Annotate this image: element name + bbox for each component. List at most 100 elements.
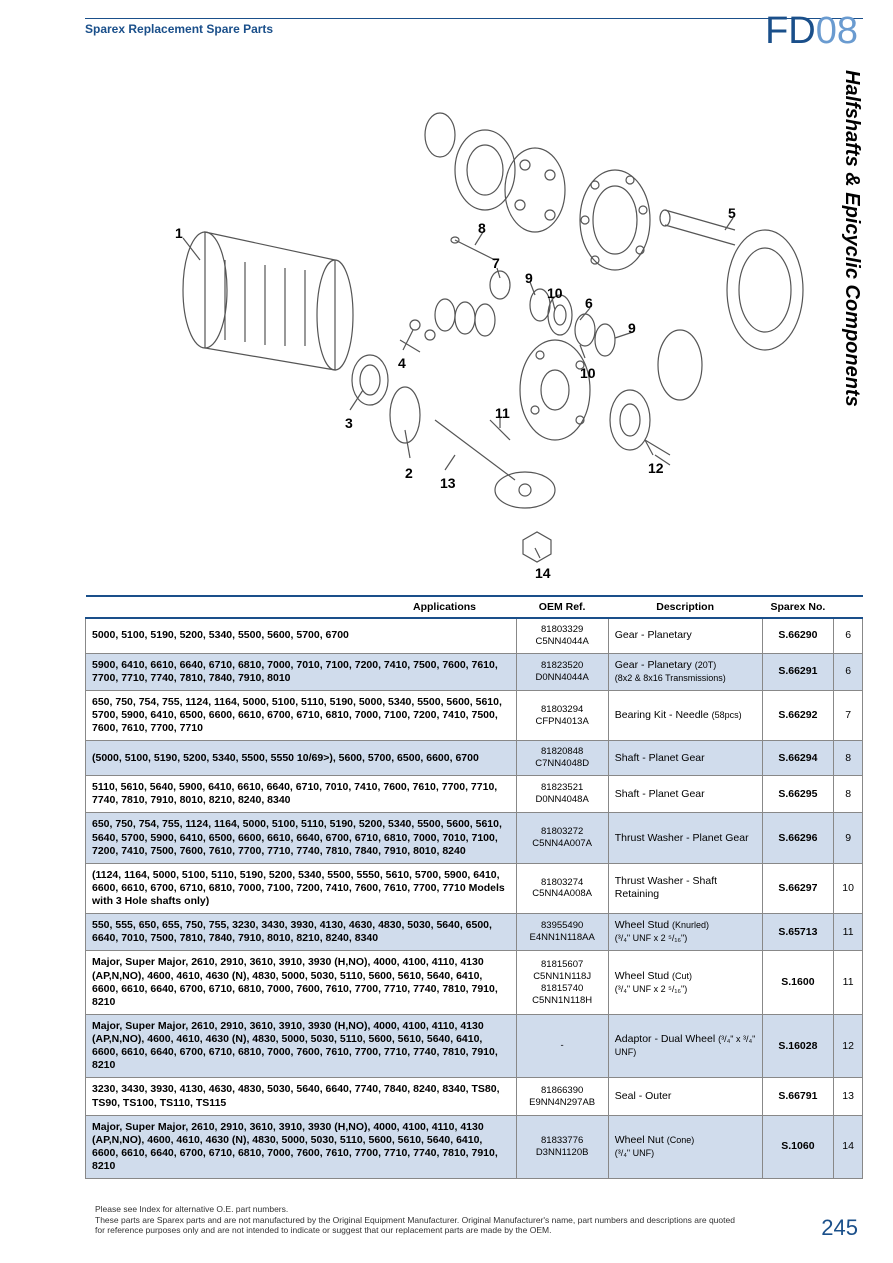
table-header-row: Applications OEM Ref. Description Sparex… [86,596,863,618]
cell-num: 6 [834,618,863,653]
cell-sparex: S.66290 [762,618,834,653]
col-header-oem: OEM Ref. [516,596,608,618]
cell-applications: (5000, 5100, 5190, 5200, 5340, 5500, 555… [86,741,517,776]
diagram-callout: 2 [405,465,413,481]
cell-num: 10 [834,863,863,913]
diagram-callout: 9 [525,270,533,286]
diagram-callout: 14 [535,565,551,581]
cell-sparex: S.65713 [762,914,834,951]
cell-oem: 81803272C5NN4A007A [516,813,608,863]
page-code-suffix: 08 [816,10,858,52]
cell-sparex: S.66295 [762,776,834,813]
footnote: Please see Index for alternative O.E. pa… [95,1204,745,1235]
table-row: 5110, 5610, 5640, 5900, 6410, 6610, 6640… [86,776,863,813]
diagram-svg [85,60,825,590]
cell-sparex: S.66791 [762,1078,834,1115]
cell-description: Wheel Stud (Knurled)(³/₄" UNF x 2 ⁵/₁₆") [608,914,762,951]
cell-oem: 81833776D3NN1120B [516,1115,608,1179]
cell-oem: 81823520D0NN4044A [516,653,608,690]
cell-description: Wheel Stud (Cut)(³/₄" UNF x 2 ⁵/₁₆") [608,951,762,1015]
diagram-callout: 8 [478,220,486,236]
cell-num: 8 [834,776,863,813]
cell-sparex: S.66292 [762,691,834,741]
col-header-sparex: Sparex No. [762,596,834,618]
header-brand: Sparex Replacement Spare Parts [85,22,273,36]
diagram-callout: 6 [585,295,593,311]
table-row: 550, 555, 650, 655, 750, 755, 3230, 3430… [86,914,863,951]
cell-applications: (1124, 1164, 5000, 5100, 5110, 5190, 520… [86,863,517,913]
cell-oem: 81823521D0NN4048A [516,776,608,813]
cell-applications: 650, 750, 754, 755, 1124, 1164, 5000, 51… [86,813,517,863]
cell-description: Shaft - Planet Gear [608,741,762,776]
cell-sparex: S.16028 [762,1014,834,1078]
cell-num: 11 [834,914,863,951]
table-row: 3230, 3430, 3930, 4130, 4630, 4830, 5030… [86,1078,863,1115]
cell-sparex: S.1600 [762,951,834,1015]
cell-sparex: S.66294 [762,741,834,776]
diagram-callout: 3 [345,415,353,431]
diagram-callout: 1 [175,225,183,241]
cell-num: 11 [834,951,863,1015]
table-row: 650, 750, 754, 755, 1124, 1164, 5000, 51… [86,691,863,741]
cell-description: Wheel Nut (Cone)(³/₄" UNF) [608,1115,762,1179]
col-header-applications: Applications [86,596,517,618]
cell-applications: Major, Super Major, 2610, 2910, 3610, 39… [86,1014,517,1078]
cell-applications: 5900, 6410, 6610, 6640, 6710, 6810, 7000… [86,653,517,690]
cell-num: 6 [834,653,863,690]
table-row: (5000, 5100, 5190, 5200, 5340, 5500, 555… [86,741,863,776]
diagram-callout: 9 [628,320,636,336]
col-header-num [834,596,863,618]
cell-num: 13 [834,1078,863,1115]
cell-num: 7 [834,691,863,741]
cell-sparex: S.66291 [762,653,834,690]
cell-description: Bearing Kit - Needle (58pcs) [608,691,762,741]
cell-description: Shaft - Planet Gear [608,776,762,813]
cell-description: Thrust Washer - Shaft Retaining [608,863,762,913]
cell-applications: Major, Super Major, 2610, 2910, 3610, 39… [86,1115,517,1179]
page-number: 245 [821,1215,858,1241]
table-row: 5000, 5100, 5190, 5200, 5340, 5500, 5600… [86,618,863,653]
cell-sparex: S.66296 [762,813,834,863]
diagram-callout: 5 [728,205,736,221]
diagram-callout: 13 [440,475,456,491]
cell-description: Gear - Planetary [608,618,762,653]
cell-num: 14 [834,1115,863,1179]
parts-table: Applications OEM Ref. Description Sparex… [85,595,863,1179]
cell-description: Thrust Washer - Planet Gear [608,813,762,863]
cell-oem: 83955490E4NN1N118AA [516,914,608,951]
page-code-prefix: FD [765,10,816,52]
cell-applications: 550, 555, 650, 655, 750, 755, 3230, 3430… [86,914,517,951]
cell-description: Gear - Planetary (20T)(8x2 & 8x16 Transm… [608,653,762,690]
cell-oem: 81803274C5NN4A008A [516,863,608,913]
cell-description: Adaptor - Dual Wheel (³/₄" x ³/₄" UNF) [608,1014,762,1078]
table-row: 650, 750, 754, 755, 1124, 1164, 5000, 51… [86,813,863,863]
cell-oem: - [516,1014,608,1078]
cell-description: Seal - Outer [608,1078,762,1115]
cell-applications: 5000, 5100, 5190, 5200, 5340, 5500, 5600… [86,618,517,653]
footnote-line2: These parts are Sparex parts and are not… [95,1215,745,1235]
cell-applications: 3230, 3430, 3930, 4130, 4630, 4830, 5030… [86,1078,517,1115]
cell-sparex: S.66297 [762,863,834,913]
table-row: Major, Super Major, 2610, 2910, 3610, 39… [86,951,863,1015]
cell-oem: 81815607C5NN1N118J81815740C5NN1N118H [516,951,608,1015]
table-row: (1124, 1164, 5000, 5100, 5110, 5190, 520… [86,863,863,913]
diagram-callout: 7 [492,255,500,271]
cell-applications: 650, 750, 754, 755, 1124, 1164, 5000, 51… [86,691,517,741]
col-header-description: Description [608,596,762,618]
table-row: Major, Super Major, 2610, 2910, 3610, 39… [86,1115,863,1179]
diagram-callout: 10 [580,365,596,381]
parts-table-wrap: Applications OEM Ref. Description Sparex… [85,595,863,1179]
table-row: Major, Super Major, 2610, 2910, 3610, 39… [86,1014,863,1078]
page-code: FD08 [765,10,858,53]
cell-applications: Major, Super Major, 2610, 2910, 3610, 39… [86,951,517,1015]
cell-num: 9 [834,813,863,863]
diagram-callout: 11 [495,405,510,421]
side-title: Halfshafts & Epicyclic Components [833,70,863,470]
cell-oem: 81803329C5NN4044A [516,618,608,653]
cell-applications: 5110, 5610, 5640, 5900, 6410, 6610, 6640… [86,776,517,813]
cell-oem: 81803294CFPN4013A [516,691,608,741]
diagram-callout: 12 [648,460,664,476]
footnote-line1: Please see Index for alternative O.E. pa… [95,1204,745,1214]
cell-num: 12 [834,1014,863,1078]
cell-sparex: S.1060 [762,1115,834,1179]
